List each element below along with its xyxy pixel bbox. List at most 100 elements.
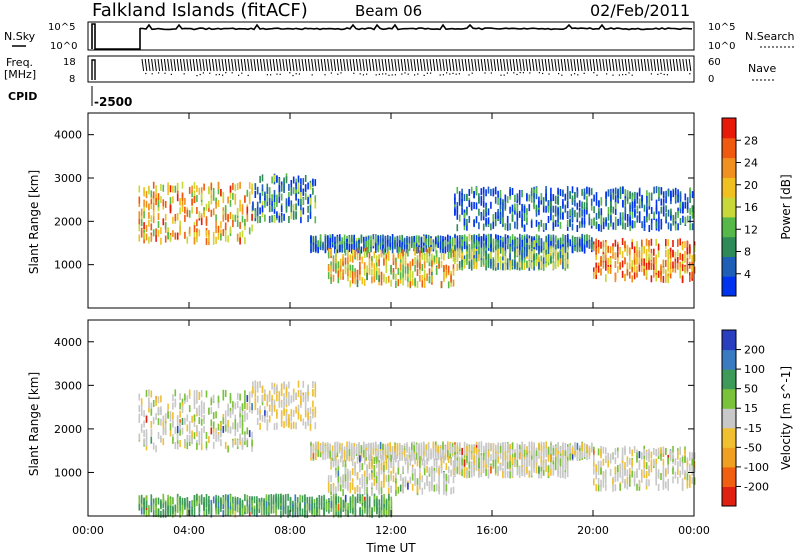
data-cell bbox=[657, 250, 660, 258]
data-cell bbox=[431, 483, 433, 491]
data-cell bbox=[407, 466, 409, 474]
data-cell bbox=[636, 192, 639, 200]
data-cell bbox=[475, 239, 478, 247]
data-cell bbox=[380, 481, 383, 488]
data-cell bbox=[593, 218, 595, 226]
data-cell bbox=[283, 393, 285, 401]
data-cell bbox=[414, 264, 416, 272]
data-cell bbox=[586, 195, 588, 203]
data-cell bbox=[452, 254, 455, 262]
data-cell bbox=[578, 221, 581, 229]
colorbar-cell bbox=[722, 197, 736, 218]
data-cell bbox=[302, 207, 305, 215]
data-cell bbox=[626, 244, 629, 252]
data-cell bbox=[648, 257, 650, 265]
data-cell bbox=[387, 474, 390, 482]
data-cell bbox=[670, 194, 672, 202]
data-cell bbox=[312, 446, 315, 454]
data-cell bbox=[430, 448, 432, 456]
freq-sweep bbox=[205, 58, 209, 72]
nave-dot bbox=[279, 73, 281, 75]
data-cell bbox=[339, 234, 341, 242]
data-cell bbox=[468, 466, 471, 474]
data-cell bbox=[248, 197, 251, 205]
noise-strip: N.Sky 10^5 10^0 10^5 10^0 N.Search bbox=[4, 21, 795, 52]
data-cell bbox=[335, 470, 337, 478]
data-cell bbox=[259, 192, 261, 200]
data-cell bbox=[535, 236, 538, 243]
data-cell bbox=[672, 214, 675, 222]
data-cell bbox=[232, 182, 234, 190]
data-cell bbox=[205, 237, 208, 245]
data-cell bbox=[349, 482, 352, 490]
data-cell bbox=[304, 192, 307, 200]
data-cell bbox=[363, 457, 366, 465]
data-cell bbox=[667, 259, 669, 267]
data-cell bbox=[200, 218, 203, 226]
data-cell bbox=[371, 488, 373, 496]
nave-dot bbox=[506, 72, 508, 74]
data-cell bbox=[499, 239, 502, 247]
data-cell bbox=[330, 261, 332, 269]
data-cell bbox=[319, 234, 322, 242]
data-cell bbox=[528, 456, 531, 464]
data-cell bbox=[403, 237, 406, 245]
data-cell bbox=[633, 264, 636, 272]
data-cell bbox=[634, 210, 636, 218]
freq-sweep bbox=[592, 58, 596, 72]
data-cell bbox=[660, 275, 662, 283]
data-cell bbox=[470, 249, 473, 257]
data-cell bbox=[351, 249, 354, 257]
data-cell bbox=[579, 238, 581, 246]
data-cell bbox=[578, 200, 581, 208]
data-cell bbox=[431, 275, 433, 283]
freq-sweep bbox=[227, 58, 231, 72]
data-cell bbox=[576, 190, 579, 198]
data-cell bbox=[145, 429, 148, 437]
data-cell bbox=[674, 193, 677, 201]
freq-sweep bbox=[688, 58, 692, 72]
data-cell bbox=[379, 451, 382, 459]
nave-dot bbox=[426, 72, 428, 74]
data-cell bbox=[407, 249, 409, 257]
data-cell bbox=[246, 395, 249, 403]
data-cell bbox=[268, 215, 271, 223]
data-cell bbox=[483, 237, 485, 245]
data-cell bbox=[342, 474, 344, 482]
data-cell bbox=[155, 185, 157, 193]
data-cell bbox=[407, 280, 409, 288]
data-cell bbox=[583, 443, 586, 451]
data-cell bbox=[450, 487, 452, 495]
nave-dot bbox=[170, 73, 172, 75]
data-cell bbox=[167, 227, 169, 235]
data-cell bbox=[435, 256, 438, 264]
data-cell bbox=[614, 261, 617, 268]
data-cell bbox=[426, 248, 428, 256]
data-cell bbox=[227, 403, 229, 411]
data-cell bbox=[329, 237, 331, 245]
data-cell bbox=[150, 402, 153, 410]
data-cell bbox=[454, 257, 456, 264]
data-cell bbox=[475, 250, 478, 258]
data-cell bbox=[691, 205, 694, 213]
data-cell bbox=[176, 188, 179, 196]
data-cell bbox=[459, 442, 461, 450]
data-cell bbox=[566, 210, 569, 218]
data-cell bbox=[271, 405, 273, 413]
data-cell bbox=[648, 199, 651, 207]
data-cell bbox=[461, 447, 463, 455]
data-cell bbox=[667, 222, 670, 230]
data-cell bbox=[482, 246, 485, 254]
data-cell bbox=[261, 205, 264, 213]
data-cell bbox=[288, 398, 290, 406]
data-cell bbox=[363, 268, 366, 276]
data-cell bbox=[605, 263, 607, 271]
data-cell bbox=[593, 244, 595, 252]
data-cell bbox=[273, 202, 276, 209]
data-cell bbox=[300, 198, 302, 206]
data-cell bbox=[314, 179, 317, 187]
data-cell bbox=[387, 458, 390, 466]
freq-sweep bbox=[189, 58, 193, 72]
data-cell bbox=[480, 465, 483, 473]
data-cell bbox=[466, 241, 468, 249]
